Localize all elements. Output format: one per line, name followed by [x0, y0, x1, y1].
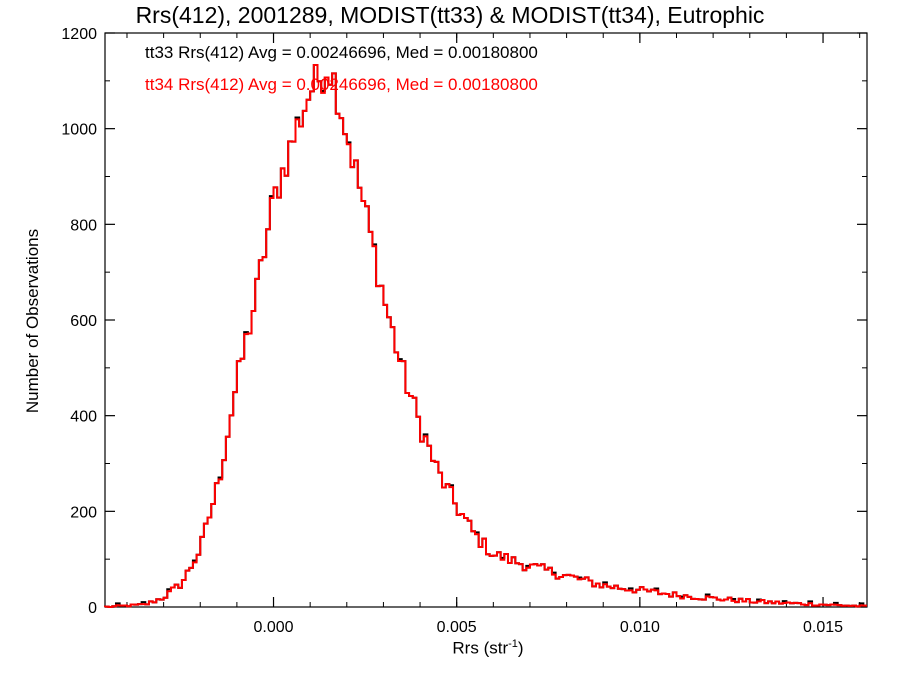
x-tick-label: 0.015: [803, 619, 843, 636]
legend-entry-tt33: tt33 Rrs(412) Avg = 0.00246696, Med = 0.…: [145, 43, 538, 62]
y-tick-label: 1200: [61, 26, 97, 43]
series-tt33-histogram: [104, 63, 867, 608]
legend-entry-tt34: tt34 Rrs(412) Avg = 0.00246696, Med = 0.…: [145, 75, 538, 94]
y-axis-label: Number of Observations: [23, 228, 42, 414]
x-axis-label: Rrs (str-1): [452, 638, 524, 658]
y-tick-label: 800: [70, 217, 97, 234]
x-axis: 0.000 0.005 0.010 0.015: [126, 33, 861, 636]
x-tick-label: 0.005: [437, 619, 477, 636]
y-axis: 0 200 400 600 800 1000 1200: [61, 26, 867, 617]
x-tick-label: 0.000: [253, 619, 293, 636]
plot-frame: [104, 32, 868, 608]
y-tick-label: 600: [70, 313, 97, 330]
axes-frame: [104, 32, 868, 608]
y-tick-label: 200: [70, 504, 97, 521]
series-tt34-histogram: [104, 63, 867, 608]
x-tick-label: 0.010: [620, 619, 660, 636]
y-tick-label: 400: [70, 409, 97, 426]
y-tick-label: 0: [88, 600, 97, 617]
series-layer: [104, 63, 867, 608]
y-tick-label: 1000: [61, 122, 97, 139]
chart-title: Rrs(412), 2001289, MODIST(tt33) & MODIST…: [135, 2, 765, 28]
